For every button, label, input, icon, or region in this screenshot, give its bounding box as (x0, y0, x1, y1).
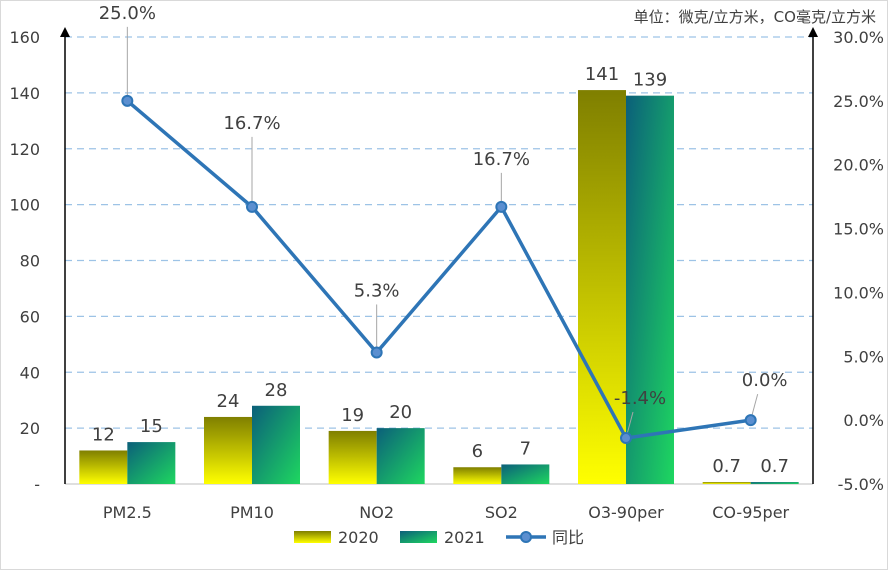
y-left-tick-label: 140 (9, 84, 40, 103)
category-label: PM2.5 (103, 503, 152, 522)
y-right-tick-label: 10.0% (833, 283, 884, 302)
category-label: SO2 (485, 503, 518, 522)
yoy-label: 25.0% (99, 3, 156, 24)
bar-2021 (127, 442, 176, 484)
unit-note: 单位：微克/立方米，CO毫克/立方米 (634, 8, 876, 26)
y-right-tick-label: 25.0% (833, 92, 884, 111)
y-right-tick-label: 5.0% (843, 347, 884, 366)
bar-label-2021: 7 (520, 438, 531, 459)
bar-2021 (252, 405, 300, 484)
y-right-tick-label: 15.0% (833, 220, 884, 239)
yoy-label: 16.7% (473, 149, 530, 170)
y-left-tick-label: 60 (20, 307, 40, 326)
y-left-tick-label: 160 (9, 28, 40, 47)
bar-2020 (79, 450, 128, 484)
yoy-point (121, 94, 134, 107)
y-right-tick-label: -5.0% (838, 475, 884, 494)
category-label: PM10 (230, 503, 274, 522)
bar-label-2020: 0.7 (712, 456, 741, 477)
legend-swatch-2021 (400, 531, 437, 543)
category-label: CO-95per (712, 503, 789, 522)
bar-label-2020: 19 (341, 405, 364, 426)
bar-label-2020: 12 (92, 424, 115, 445)
yoy-point (744, 414, 757, 427)
y-axis-left: - 20 40 60 80 100 120 140 160 (9, 27, 70, 494)
yoy-point (620, 432, 632, 445)
category-label: O3-90per (588, 503, 664, 522)
bar-label-2021: 20 (389, 402, 412, 423)
bar-2020 (328, 430, 377, 484)
bar-label-2020: 24 (217, 391, 240, 412)
legend-label-2020: 2020 (338, 528, 379, 547)
legend-label-yoy: 同比 (552, 528, 584, 547)
bar-label-2021: 0.7 (760, 456, 789, 477)
right-axis-arrow (808, 27, 818, 37)
bars: 12 15 24 28 19 20 6 7 141 139 0.7 0.7 (79, 64, 799, 485)
legend: 2020 2021 同比 (294, 528, 584, 547)
y-right-tick-label: 20.0% (833, 156, 884, 175)
y-left-tick-label: 120 (9, 140, 40, 159)
legend-label-2021: 2021 (444, 528, 485, 547)
x-axis-labels: PM2.5 PM10 NO2 SO2 O3-90per CO-95per (103, 503, 790, 522)
legend-swatch-2020 (294, 531, 331, 543)
y-left-tick-label: 40 (20, 363, 40, 382)
y-axis-right: -5.0% 0.0% 5.0% 10.0% 15.0% 20.0% 25.0% 30.0% (808, 27, 884, 494)
yoy-point (246, 200, 258, 213)
gridlines (65, 36, 813, 485)
yoy-label: 0.0% (742, 370, 788, 391)
legend-marker-yoy (520, 531, 532, 543)
yoy-point (370, 346, 383, 359)
yoy-line: 25.0% 16.7% 5.3% 16.7% -1.4% 0.0% (99, 3, 788, 445)
bar-label-2021: 139 (633, 70, 667, 91)
left-axis-arrow (60, 27, 70, 37)
yoy-point (495, 200, 508, 213)
bar-2021 (501, 464, 550, 484)
y-right-tick-label: 0.0% (843, 411, 884, 430)
bar-2021 (376, 428, 425, 484)
bar-label-2020: 6 (472, 441, 483, 462)
bar-2020 (204, 416, 252, 484)
bar-label-2021: 15 (140, 416, 163, 437)
yoy-label: 5.3% (354, 280, 400, 301)
bar-2020 (702, 482, 751, 484)
y-right-tick-label: 30.0% (833, 28, 884, 47)
category-label: NO2 (359, 503, 394, 522)
bar-2021 (750, 482, 799, 484)
bar-label-2021: 28 (265, 380, 288, 401)
yoy-label: -1.4% (614, 388, 666, 409)
y-left-tick-label: 20 (20, 419, 40, 438)
y-left-tick-label: 100 (9, 196, 40, 215)
bar-2020 (578, 90, 626, 485)
yoy-polyline (126, 99, 751, 440)
y-left-tick-label: - (34, 475, 40, 494)
y-left-tick-label: 80 (20, 252, 40, 271)
bar-2020 (453, 467, 502, 484)
bar-2021 (626, 95, 674, 484)
bar-label-2020: 141 (585, 64, 619, 85)
yoy-label: 16.7% (223, 113, 280, 134)
